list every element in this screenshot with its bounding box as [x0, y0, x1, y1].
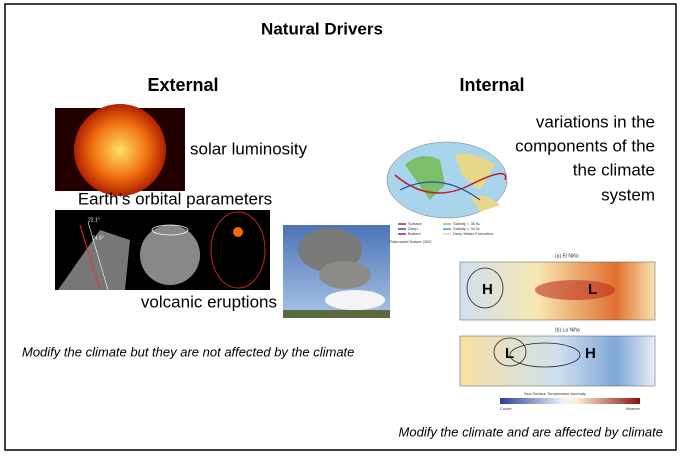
low-label: L	[588, 281, 597, 298]
panel-title: (b) La Niña	[555, 327, 580, 333]
legend-label: Salinity < 34 ‰	[453, 226, 480, 231]
slide-frame	[4, 3, 677, 451]
colorbar	[500, 398, 640, 404]
colorbar-end: Cooler	[500, 406, 512, 411]
ocean-map	[386, 141, 508, 219]
high-label: H	[585, 345, 596, 362]
external-heading: External	[147, 75, 218, 95]
internal-note: Modify the climate and are affected by c…	[399, 424, 663, 439]
internal-description: the climate	[573, 160, 655, 179]
orbital-label: Earth’s orbital parameters	[78, 189, 272, 208]
internal-description: system	[601, 185, 655, 204]
panel-title: (a) El Niño	[555, 253, 579, 259]
legend-label: Deep	[408, 226, 418, 231]
sun-image	[55, 104, 185, 196]
la-nina-panel	[459, 335, 656, 387]
map-credit: Rahmstorf Nature 2002	[390, 239, 432, 244]
orbital-image	[55, 210, 270, 291]
external-note: Modify the climate but they are not affe…	[22, 344, 354, 359]
legend-label: Deep Water Formation	[453, 231, 493, 236]
title: Natural Drivers	[261, 19, 383, 38]
internal-description: variations in the	[536, 112, 655, 131]
volcano-image	[283, 225, 390, 318]
solar-label: solar luminosity	[190, 139, 308, 158]
high-label: H	[482, 281, 493, 298]
el-nino-panel	[459, 261, 656, 321]
colorbar-title: Sea Surface Temperature Anomaly	[524, 391, 586, 396]
internal-heading: Internal	[459, 75, 524, 95]
volcanic-label: volcanic eruptions	[141, 292, 277, 311]
low-label: L	[505, 345, 514, 362]
angle-label: 24.5°	[92, 235, 104, 241]
legend-label: Surface	[408, 221, 423, 226]
legend-label: Salinity > 36 ‰	[453, 221, 480, 226]
colorbar-end: Warmer	[626, 406, 641, 411]
legend-label: Bottom	[408, 231, 421, 236]
internal-description: components of the	[515, 136, 655, 155]
angle-label: 22.1°	[88, 217, 100, 223]
